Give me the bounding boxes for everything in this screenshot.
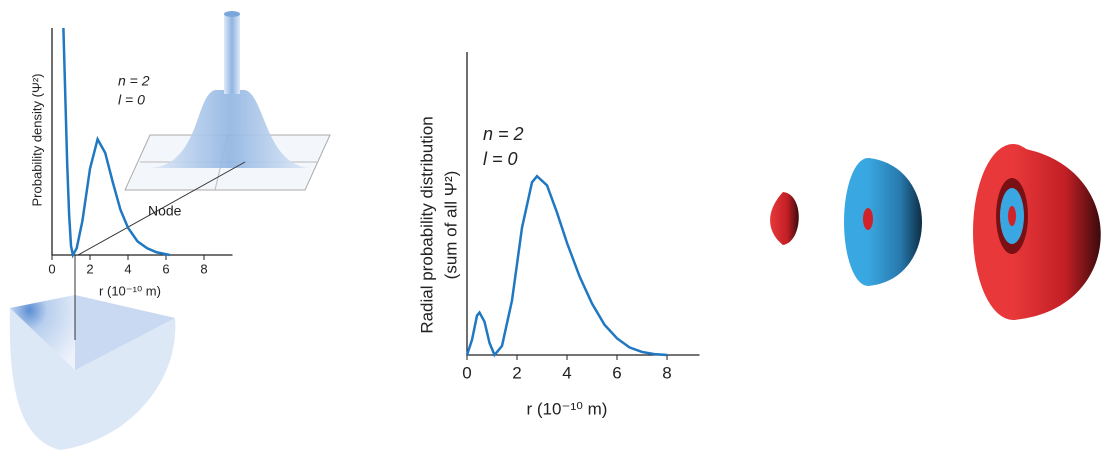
x-tick-label: 2 (512, 363, 521, 382)
x-tick-label: 0 (48, 261, 55, 276)
x-tick-label: 2 (86, 261, 93, 276)
annotation: l = 0 (483, 149, 518, 169)
annotation: Node (148, 203, 182, 219)
orbital-spheres (770, 144, 1101, 320)
y-axis-label: Probability density (Ψ²) (29, 74, 44, 207)
x-axis-label: r (10⁻¹⁰ m) (527, 399, 608, 418)
cutaway-sphere (9, 255, 176, 450)
x-tick-label: 8 (200, 261, 207, 276)
data-line (62, 28, 171, 259)
annotation: n = 2 (118, 73, 150, 89)
annotation: l = 0 (118, 92, 145, 108)
x-tick-label: 4 (124, 261, 131, 276)
y-axis-label: (sum of all Ψ²) (441, 171, 460, 280)
data-line (465, 174, 668, 358)
axes (466, 52, 700, 356)
x-tick-label: 4 (562, 363, 571, 382)
y-axis-label: Radial probability distribution (417, 116, 436, 333)
x-tick-label: 8 (662, 363, 671, 382)
x-tick-label: 0 (462, 363, 471, 382)
annotation: n = 2 (483, 124, 524, 144)
x-axis-label: r (10⁻¹⁰ m) (99, 283, 161, 298)
x-tick-label: 6 (612, 363, 621, 382)
surface-illustration (77, 11, 331, 256)
x-tick-label: 6 (162, 261, 169, 276)
charts: 0 2 4 6 8 Probability density (Ψ²) r (10⁻¹⁰ m)… (29, 28, 700, 418)
